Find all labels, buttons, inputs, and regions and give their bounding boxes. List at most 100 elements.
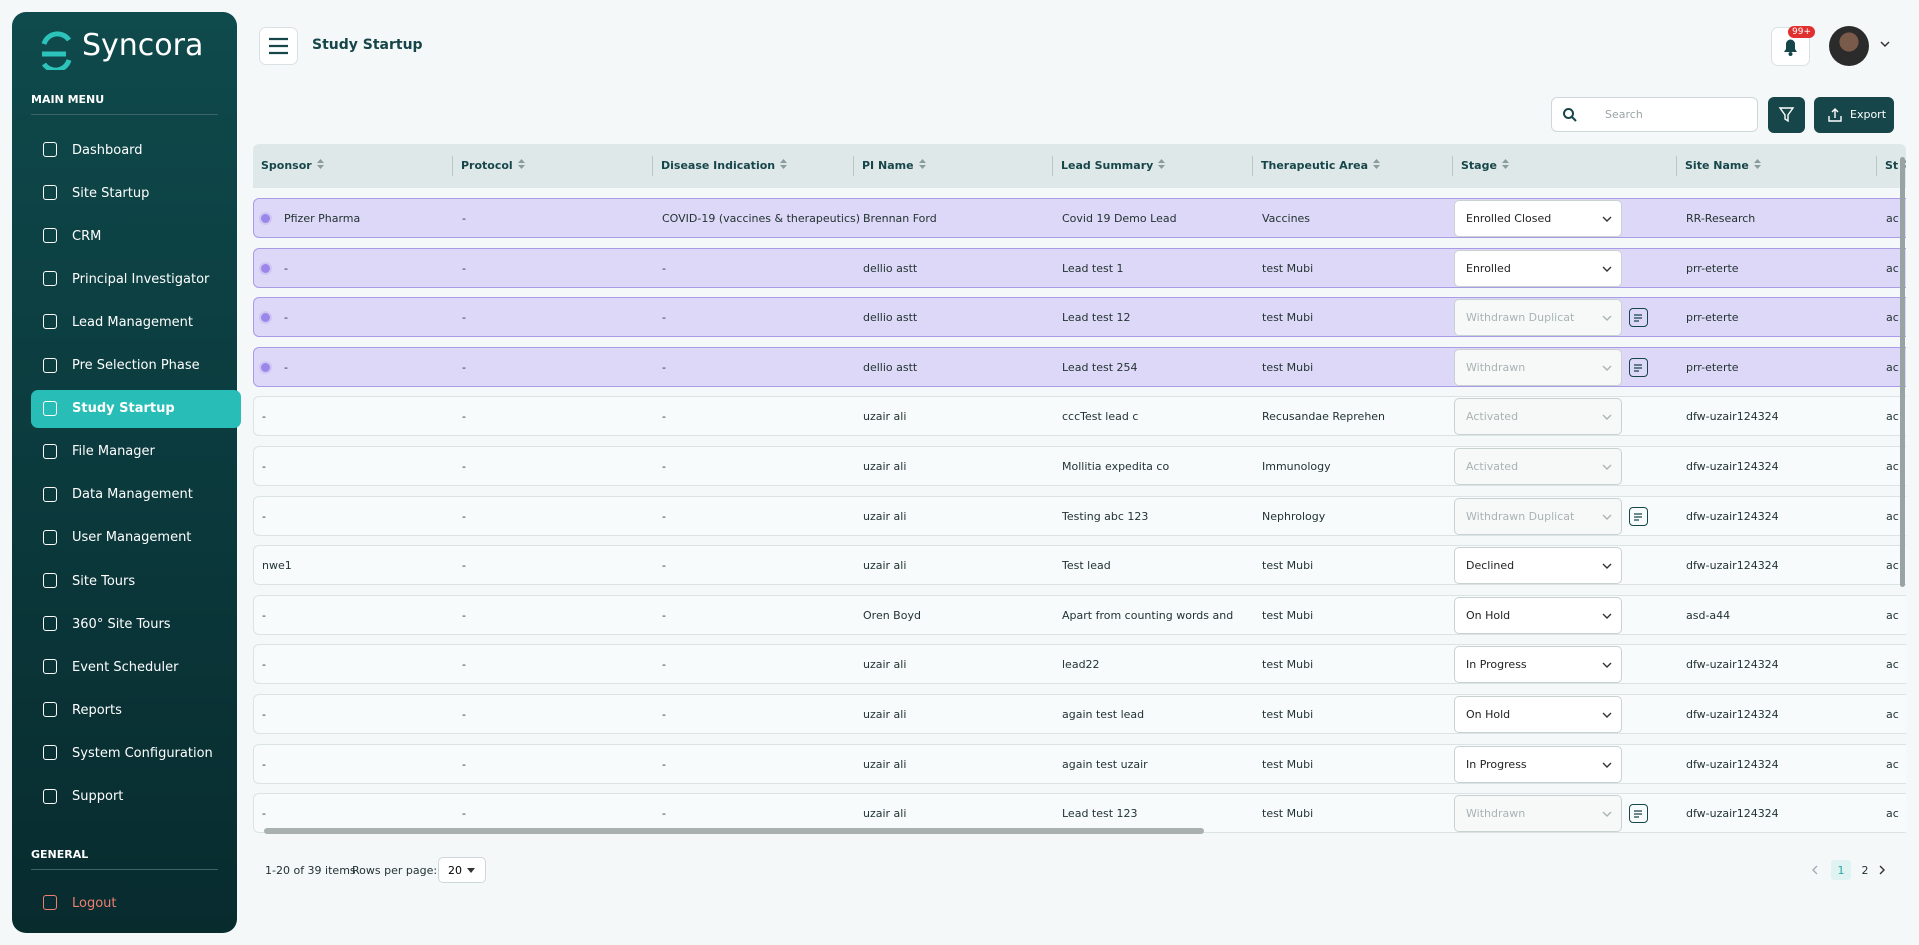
menu-item[interactable]: Data Management — [31, 476, 241, 514]
note-button[interactable] — [1629, 506, 1648, 526]
stage-value: Enrolled Closed — [1466, 212, 1552, 225]
menu-icon — [43, 228, 57, 244]
h-scrollbar[interactable] — [264, 828, 1204, 834]
table-cell: Lead test 1 — [1062, 261, 1124, 275]
sort-icon[interactable] — [1903, 159, 1906, 169]
sort-icon[interactable] — [1158, 159, 1166, 169]
note-button[interactable] — [1629, 804, 1648, 824]
rows-label: Rows per page: — [352, 864, 438, 877]
filter-button[interactable] — [1768, 97, 1805, 133]
table-cell: - — [662, 410, 666, 424]
export-button[interactable]: Export — [1814, 97, 1894, 133]
stage-select[interactable]: Declined — [1454, 547, 1622, 585]
stage-select[interactable]: On Hold — [1454, 596, 1622, 634]
column-header[interactable]: Protocol — [461, 159, 525, 172]
stage-select[interactable]: On Hold — [1454, 696, 1622, 733]
note-button[interactable] — [1629, 357, 1648, 377]
stage-value: On Hold — [1466, 608, 1511, 622]
note-button[interactable] — [1629, 308, 1648, 328]
avatar[interactable] — [1829, 26, 1869, 66]
table-row[interactable]: - - - dellio astt Lead test 1 test Mubi Enroll… — [253, 247, 1906, 288]
table-row[interactable]: - - - uzair ali again test uzair test Mubi In … — [253, 743, 1906, 784]
menu-item[interactable]: Lead Management — [31, 303, 241, 341]
menu-toggle[interactable] — [259, 27, 298, 65]
menu-item[interactable]: Event Scheduler — [31, 648, 241, 686]
table-row[interactable]: - - - uzair ali Testing abc 123 Nephrology Wit… — [253, 495, 1906, 536]
menu-item[interactable]: Dashboard — [31, 131, 241, 169]
chevron[interactable] — [1879, 40, 1891, 50]
table-row[interactable]: - - - uzair ali cccTest lead c Recusandae Rep… — [253, 396, 1906, 437]
logout[interactable]: Logout — [31, 884, 241, 922]
table-cell: - — [262, 658, 266, 672]
table-row[interactable]: - - - uzair ali lead22 test Mubi In Progress df… — [253, 644, 1906, 685]
menu-item[interactable]: Pre Selection Phase — [31, 347, 241, 385]
chevron — [1602, 811, 1612, 818]
table-cell: - — [262, 509, 266, 523]
menu-item[interactable]: Site Tours — [31, 562, 241, 600]
sort-icon[interactable] — [1373, 159, 1381, 169]
table-cell: dellio astt — [863, 261, 918, 275]
table-row[interactable]: - - - dellio astt Lead test 12 test Mubi Withd… — [253, 297, 1906, 338]
column-header[interactable]: Stage — [1461, 159, 1509, 172]
stage-select[interactable]: Enrolled Closed — [1454, 200, 1622, 237]
table-cell: test Mubi — [1262, 559, 1314, 573]
table-row[interactable]: - - - Oren Boyd Apart from counting words an… — [253, 594, 1906, 635]
table-cell: - — [462, 410, 466, 424]
table-row[interactable]: - - - dellio astt Lead test 254 test Mubi With… — [253, 346, 1906, 387]
sort-icon[interactable] — [316, 159, 324, 169]
menu-item[interactable]: Study Startup — [31, 389, 241, 428]
rows-select[interactable]: 20 — [438, 857, 486, 883]
menu-icon — [43, 659, 57, 675]
table-cell: - — [262, 708, 266, 721]
menu-item[interactable]: File Manager — [31, 433, 241, 471]
column-header[interactable]: Therapeutic Area — [1261, 159, 1381, 172]
table-row[interactable]: Pfizer Pharma - COVID-19 (vaccines & thera… — [253, 198, 1906, 238]
page-number[interactable]: 2 — [1861, 864, 1869, 877]
page-number[interactable]: 1 — [1831, 860, 1851, 880]
stage-value: Withdrawn Duplicat — [1466, 311, 1575, 325]
stage-select[interactable]: In Progress — [1454, 646, 1622, 684]
next-page[interactable] — [1878, 864, 1886, 876]
menu-item[interactable]: User Management — [31, 519, 241, 557]
sort-icon[interactable] — [517, 159, 525, 169]
search-box[interactable]: Search — [1551, 97, 1758, 132]
menu-item[interactable]: Principal Investigator — [31, 260, 241, 298]
table-cell: - — [462, 658, 466, 672]
menu-label: 360° Site Tours — [72, 616, 171, 632]
table-row[interactable]: - - - uzair ali Mollitia expedita co Immunolo… — [253, 446, 1906, 486]
menu-item[interactable]: Reports — [31, 691, 241, 729]
table-cell: dfw-uzair124324 — [1686, 757, 1779, 771]
table-cell: test Mubi — [1262, 360, 1314, 374]
row-marker — [261, 362, 270, 372]
menu-label: User Management — [72, 530, 192, 546]
table-cell: Pfizer Pharma — [284, 212, 361, 225]
table-cell: Lead test 254 — [1062, 360, 1138, 374]
column-header[interactable]: Disease Indication — [661, 159, 788, 172]
prev-page[interactable] — [1811, 864, 1819, 876]
sort-icon[interactable] — [780, 159, 788, 169]
column-header[interactable]: Site Name — [1685, 159, 1761, 172]
stage-select: Activated — [1454, 398, 1622, 436]
sort-icon[interactable] — [1753, 159, 1761, 169]
menu-item[interactable]: Site Startup — [31, 174, 241, 212]
menu-item[interactable]: CRM — [31, 217, 241, 255]
v-scrollbar[interactable] — [1900, 157, 1905, 587]
column-header[interactable]: Sponsor — [261, 159, 324, 172]
sort-icon[interactable] — [1501, 159, 1509, 169]
menu-item[interactable]: Support — [31, 778, 241, 816]
table-cell: - — [262, 757, 266, 771]
table-cell: Recusandae Reprehen — [1262, 410, 1386, 424]
chevron — [1602, 414, 1612, 421]
menu-item[interactable]: 360° Site Tours — [31, 605, 241, 643]
stage-value: Withdrawn — [1466, 360, 1526, 374]
table-row[interactable]: - - - uzair ali again test lead test Mubi On H… — [253, 694, 1906, 734]
sort-icon[interactable] — [918, 159, 926, 169]
stage-select[interactable]: In Progress — [1454, 745, 1622, 783]
table-row[interactable]: nwe1 - - uzair ali Test lead test Mubi Decline… — [253, 545, 1906, 586]
table-cell: dfw-uzair124324 — [1686, 410, 1779, 424]
column-header[interactable]: PI Name — [862, 159, 926, 172]
stage-select[interactable]: Enrolled — [1454, 249, 1622, 287]
menu-item[interactable]: System Configuration — [31, 734, 241, 772]
column-header[interactable]: Lead Summary — [1061, 159, 1166, 172]
column-header[interactable]: St — [1885, 159, 1906, 172]
